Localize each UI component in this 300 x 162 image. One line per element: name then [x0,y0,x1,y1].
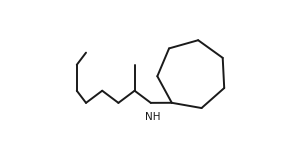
Text: NH: NH [145,112,160,122]
